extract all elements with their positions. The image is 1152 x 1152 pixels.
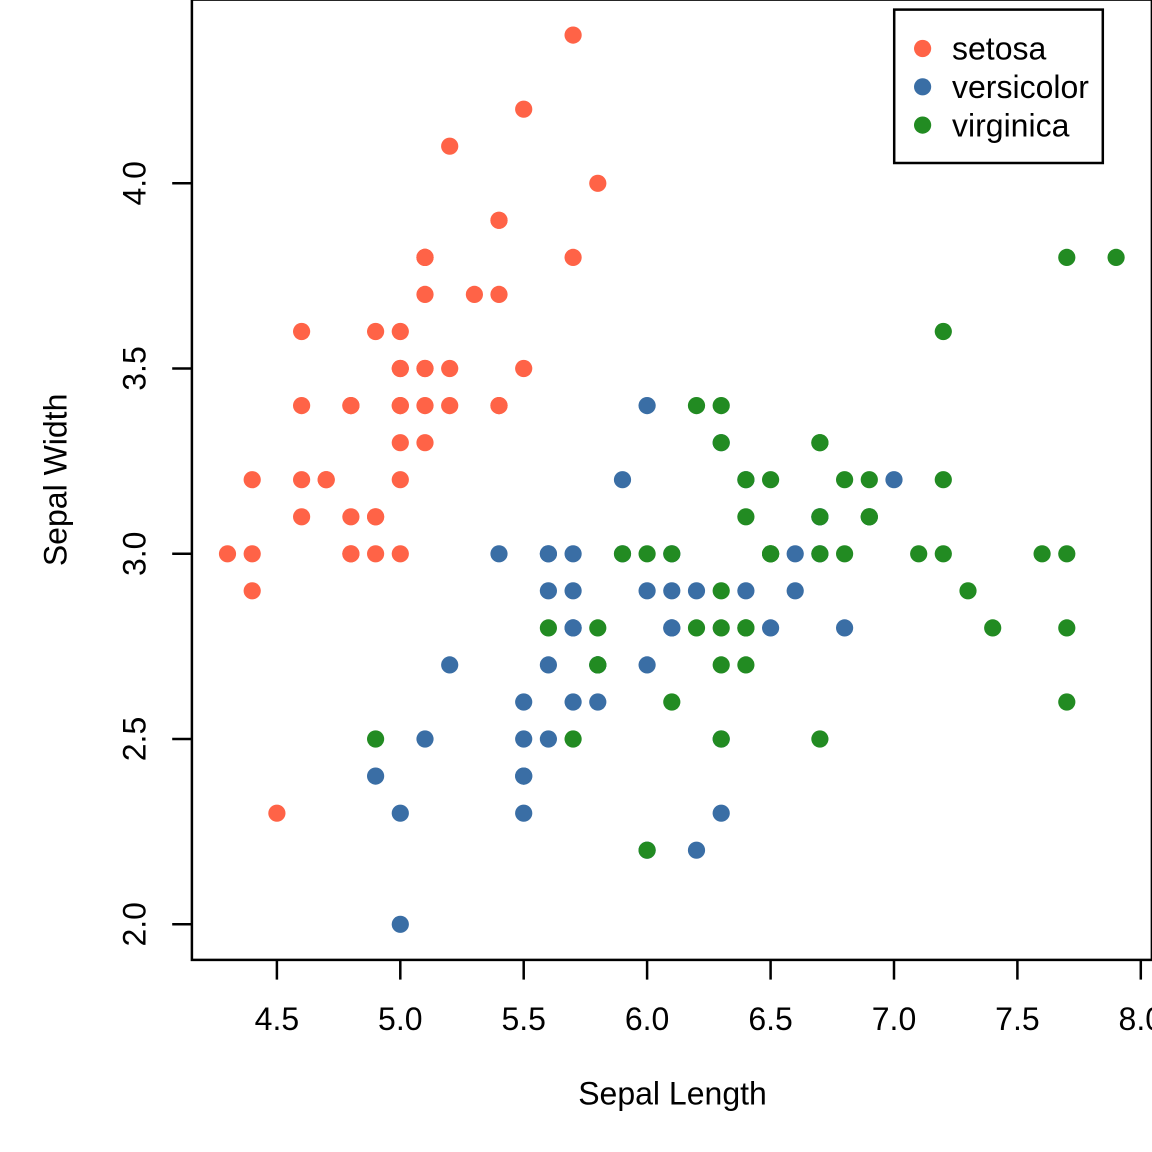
svg-text:2.5: 2.5 — [116, 717, 152, 761]
svg-text:7.5: 7.5 — [995, 1001, 1039, 1037]
svg-text:7.0: 7.0 — [872, 1001, 916, 1037]
svg-text:versicolor: versicolor — [952, 69, 1089, 105]
svg-text:4.5: 4.5 — [255, 1001, 299, 1037]
svg-text:3.0: 3.0 — [116, 532, 152, 576]
svg-text:Sepal Width: Sepal Width — [38, 394, 74, 567]
svg-text:6.0: 6.0 — [625, 1001, 669, 1037]
svg-text:3.5: 3.5 — [116, 346, 152, 390]
svg-text:setosa: setosa — [952, 31, 1046, 67]
svg-text:5.0: 5.0 — [378, 1001, 422, 1037]
svg-text:5.5: 5.5 — [501, 1001, 545, 1037]
svg-text:8.0: 8.0 — [1119, 1001, 1152, 1037]
svg-text:4.0: 4.0 — [116, 161, 152, 205]
svg-text:2.0: 2.0 — [116, 902, 152, 946]
svg-text:Sepal Length: Sepal Length — [578, 1076, 767, 1112]
svg-text:virginica: virginica — [952, 107, 1070, 143]
svg-text:6.5: 6.5 — [748, 1001, 792, 1037]
